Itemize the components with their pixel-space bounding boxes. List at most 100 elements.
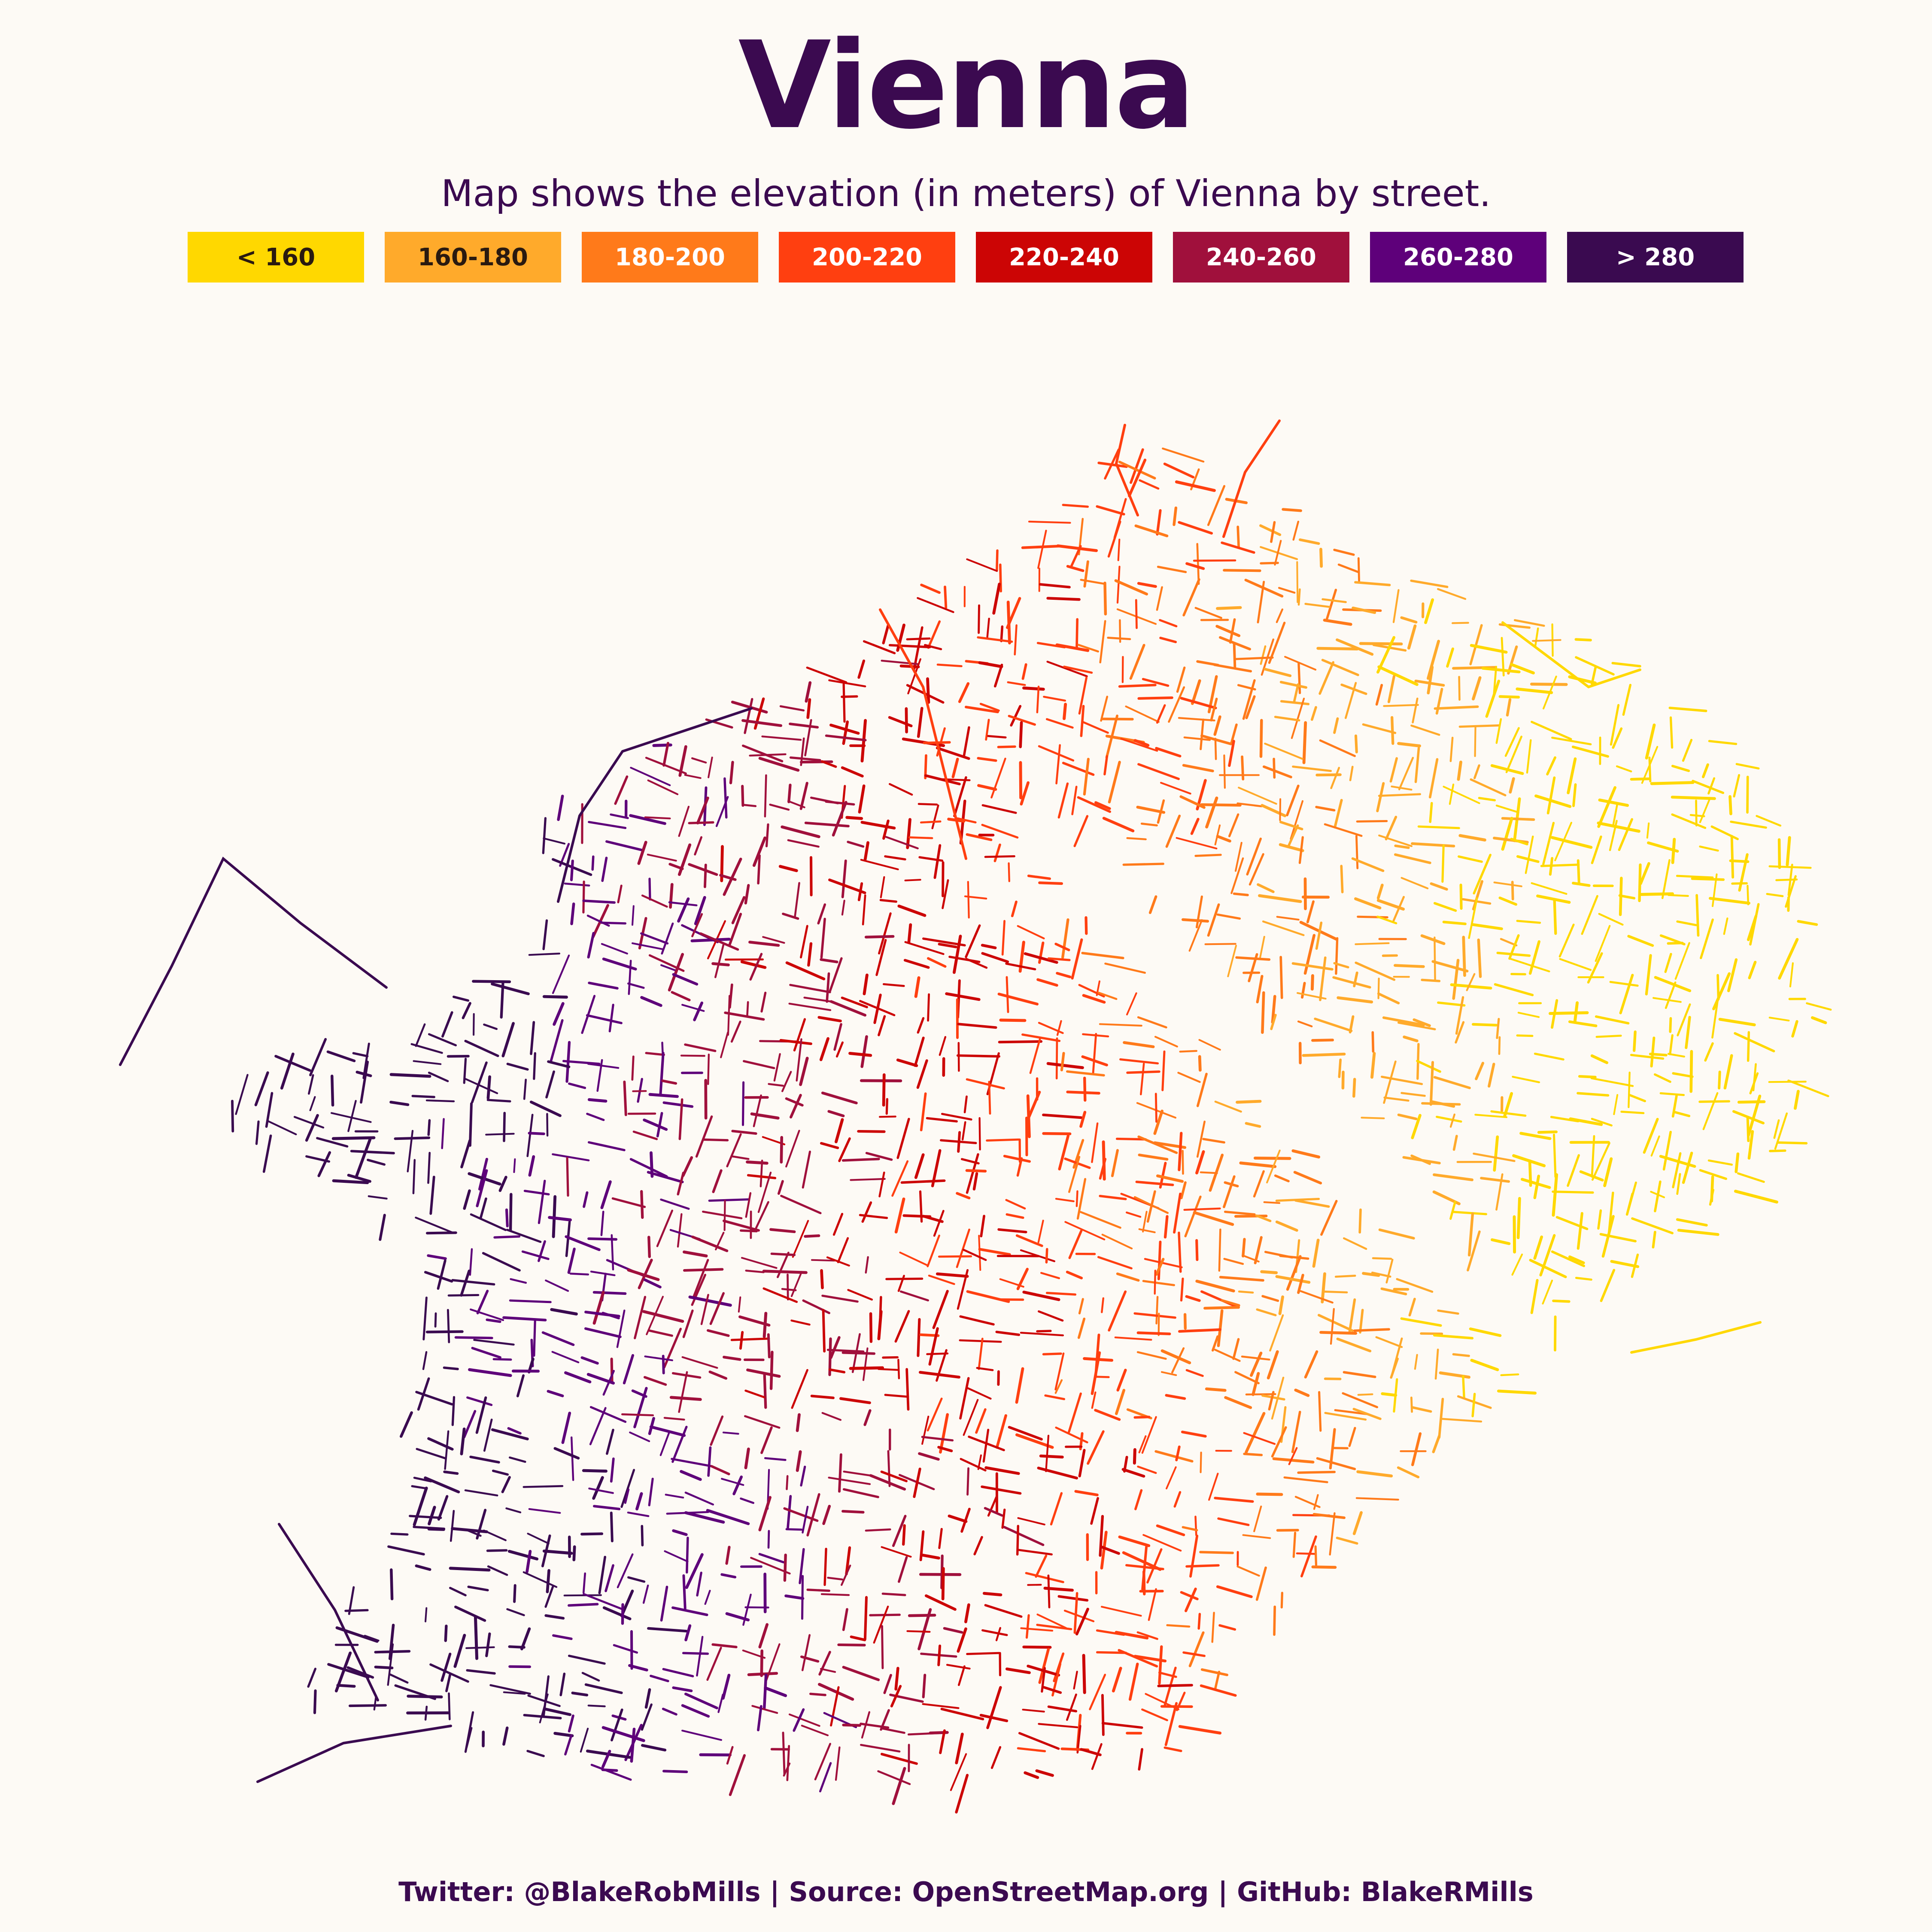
street-segment — [927, 1234, 940, 1267]
street-segment — [632, 1130, 658, 1140]
street-segment — [761, 735, 802, 741]
street-segment — [443, 1470, 459, 1475]
street-segment — [527, 1533, 550, 1545]
street-segment — [568, 1082, 586, 1089]
street-segment — [804, 821, 850, 828]
street-segment — [1591, 1135, 1595, 1178]
street-segment — [581, 1672, 600, 1682]
street-segment — [1549, 1011, 1589, 1015]
street-segment — [415, 1564, 431, 1571]
street-segment — [513, 1158, 516, 1173]
street-segment — [905, 707, 908, 734]
street-segment — [997, 1228, 1027, 1233]
street-segment — [1157, 565, 1187, 573]
street-segment — [571, 1692, 589, 1697]
street-segment — [424, 1271, 453, 1283]
street-segment — [1297, 1020, 1313, 1027]
street-segment — [590, 1270, 616, 1276]
street-segment — [922, 1674, 927, 1698]
street-segment — [1245, 695, 1256, 719]
street-segment — [1310, 706, 1317, 721]
street-segment — [682, 1574, 687, 1610]
street-segment — [663, 1327, 682, 1369]
street-segment — [546, 1569, 550, 1593]
street-segment — [684, 1692, 718, 1710]
street-segment — [1156, 1174, 1184, 1183]
street-segment — [1567, 1154, 1580, 1187]
street-segment — [476, 1509, 487, 1540]
legend-label: 240-260 — [1206, 243, 1317, 271]
street-segment — [999, 1018, 1027, 1022]
street-segment — [1571, 745, 1609, 758]
street-segment — [1194, 854, 1222, 857]
street-segment — [1542, 1279, 1553, 1305]
street-segment — [842, 720, 849, 745]
street-segment — [1413, 1018, 1431, 1027]
street-segment — [1066, 1693, 1077, 1721]
street-segment — [352, 1052, 369, 1057]
street-segment — [1070, 545, 1082, 568]
street-segment — [1224, 1396, 1252, 1409]
street-segment — [899, 1252, 929, 1267]
street-segment — [820, 1142, 839, 1149]
street-segment — [1458, 676, 1461, 701]
street-segment — [896, 1058, 918, 1067]
street-segment — [583, 1593, 625, 1611]
street-segment — [583, 1191, 589, 1208]
street-segment — [1355, 1497, 1399, 1501]
street-segment — [936, 1272, 969, 1278]
street-segment — [557, 794, 564, 821]
street-segment — [1083, 560, 1089, 588]
street-segment — [1101, 1297, 1105, 1313]
street-segment — [1268, 622, 1286, 664]
street-segment — [1646, 822, 1650, 839]
street-segment — [1224, 1210, 1256, 1216]
street-segment — [1045, 718, 1074, 729]
street-segment — [1416, 1060, 1441, 1073]
street-segment — [955, 1732, 964, 1765]
street-segment — [627, 1511, 650, 1517]
street-segment — [948, 956, 981, 963]
street-segment — [883, 1674, 892, 1694]
street-segment — [422, 1296, 428, 1341]
street-segment — [787, 784, 792, 803]
street-segment — [1446, 647, 1454, 668]
street-segment — [1797, 920, 1818, 926]
street-segment — [787, 800, 805, 808]
street-segment — [440, 1653, 452, 1682]
street-segment — [1768, 1081, 1807, 1083]
street-segment — [1578, 1075, 1597, 1078]
street-segment — [592, 1291, 605, 1325]
street-segment — [965, 924, 981, 958]
street-segment — [1551, 1250, 1585, 1267]
street-segment — [1178, 1231, 1182, 1273]
street-segment — [957, 1269, 969, 1310]
street-segment — [262, 1134, 272, 1173]
street-segment — [590, 1764, 632, 1781]
street-segment — [1546, 756, 1557, 776]
street-segment — [900, 1179, 946, 1184]
street-segment — [764, 774, 767, 817]
street-segment — [634, 1296, 647, 1340]
street-segment — [928, 1274, 955, 1285]
street-segment — [1242, 1238, 1246, 1258]
street-segment — [869, 1474, 906, 1491]
street-segment — [1037, 1219, 1044, 1243]
street-segment — [881, 659, 918, 665]
street-segment — [550, 1019, 564, 1063]
street-segment — [469, 1455, 500, 1464]
street-segment — [838, 1137, 851, 1162]
street-segment — [1117, 538, 1121, 561]
street-segment — [1321, 659, 1359, 676]
street-segment — [1591, 1118, 1613, 1127]
street-segment — [1084, 916, 1088, 935]
street-segment — [584, 1327, 622, 1338]
street-segment — [723, 777, 728, 819]
street-segment — [918, 856, 944, 862]
street-segment — [1650, 1036, 1656, 1068]
street-segment — [881, 1727, 905, 1734]
street-segment — [741, 1257, 778, 1269]
street-segment — [1417, 825, 1460, 829]
street-segment — [1620, 1111, 1645, 1114]
street-segment — [730, 1155, 750, 1160]
